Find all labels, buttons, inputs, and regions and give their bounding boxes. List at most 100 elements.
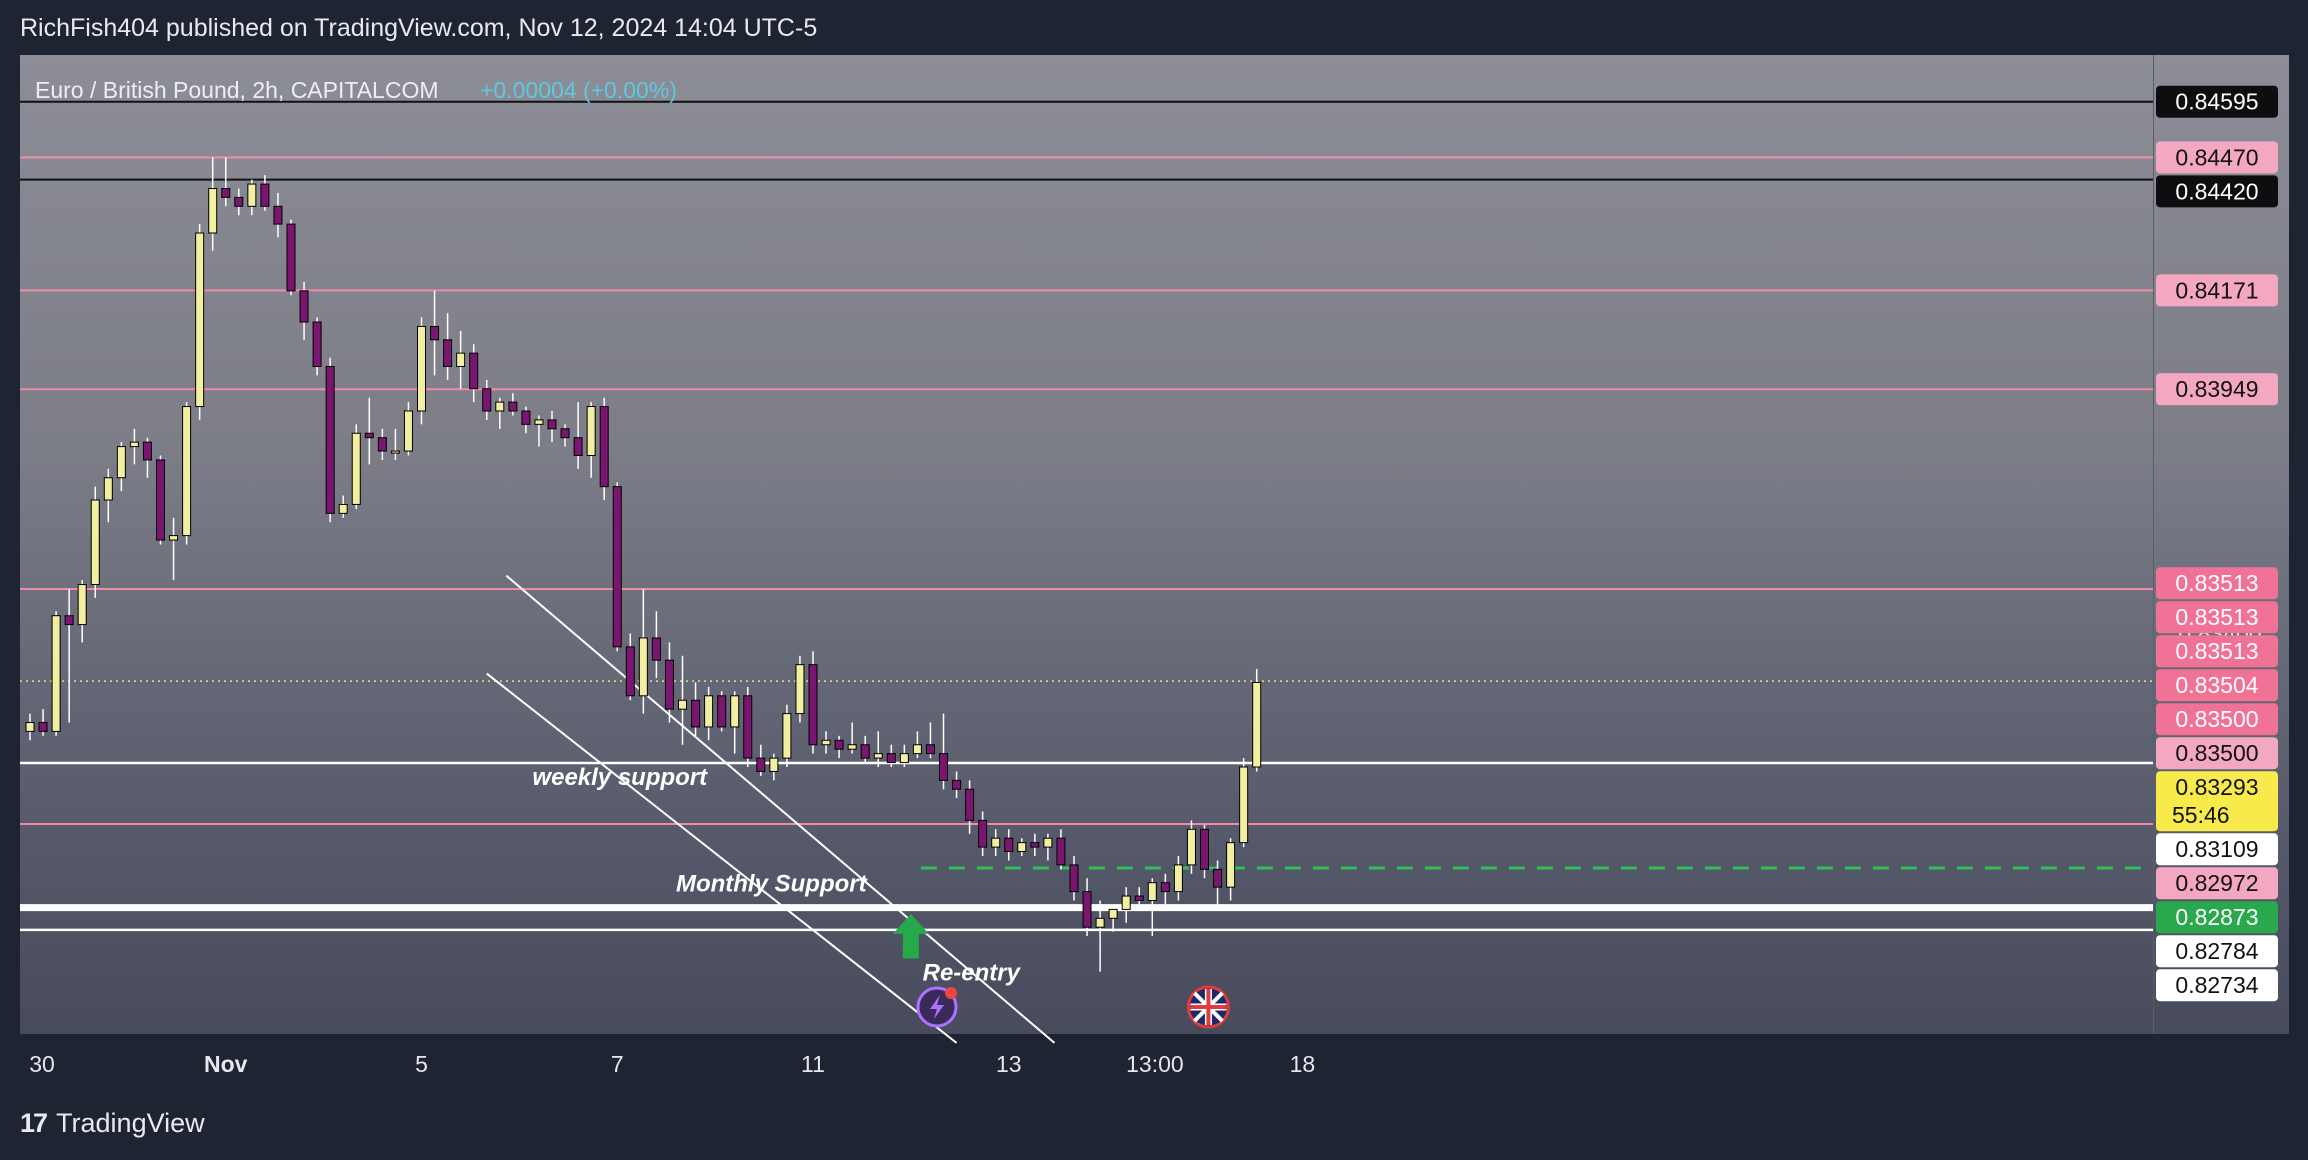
annotation-label-0: weekly support [532, 764, 708, 791]
time-tick-label: 13 [996, 1051, 1022, 1077]
candle [64, 589, 74, 723]
time-tick-label: 30 [29, 1051, 55, 1077]
candle [664, 642, 674, 723]
candle [560, 424, 570, 447]
candle [899, 744, 909, 767]
candle [77, 580, 87, 643]
candle [1147, 878, 1157, 937]
candle [991, 829, 1001, 856]
candle [469, 344, 479, 403]
channel-upper-line [505, 574, 1056, 1044]
candle [978, 811, 988, 856]
candle [860, 735, 870, 763]
candle [182, 402, 192, 545]
candle [51, 611, 61, 736]
svg-text:0.84595: 0.84595 [2175, 89, 2258, 115]
candle [756, 744, 766, 776]
descending-channel [486, 574, 1056, 1044]
footer-brand-name: TradingView [56, 1108, 205, 1138]
candle [1017, 838, 1027, 856]
candle [743, 686, 753, 767]
time-axis[interactable] [20, 1034, 2288, 1090]
candle [1173, 856, 1183, 901]
candle [443, 313, 453, 380]
tradingview-logo-icon: 17 [20, 1108, 48, 1138]
candle [886, 744, 896, 767]
channel-lower-line [486, 672, 958, 1044]
candle [208, 157, 218, 251]
time-tick-label: 5 [415, 1051, 428, 1077]
price-tag-0: 0.84595 [2156, 85, 2278, 118]
candle [821, 731, 831, 754]
candle [364, 397, 374, 465]
svg-text:0.83504: 0.83504 [2175, 672, 2258, 698]
candles [25, 157, 1262, 972]
candle [195, 224, 205, 420]
price-tag-7: 0.83513 [2156, 635, 2278, 668]
candle [299, 281, 309, 340]
time-tick-label: 11 [801, 1051, 825, 1077]
candle [704, 686, 714, 741]
candle [273, 192, 283, 238]
chart-plot-area[interactable] [20, 55, 2153, 1034]
time-tick-label: 13:00 [1126, 1051, 1184, 1077]
publish-header: RichFish404 published on TradingView.com… [20, 14, 818, 42]
candle [873, 731, 883, 767]
lightning-icon[interactable] [916, 986, 958, 1028]
svg-text:0.82734: 0.82734 [2175, 972, 2258, 998]
price-tag-2: 0.84420 [2156, 175, 2278, 208]
candle [338, 495, 348, 518]
time-tick-label: Nov [204, 1051, 248, 1077]
price-tag-1: 0.84470 [2156, 141, 2278, 174]
svg-text:0.84470: 0.84470 [2175, 144, 2258, 170]
price-tag-12: 0.83109 [2156, 833, 2278, 866]
candle [625, 633, 635, 701]
candle [403, 402, 413, 456]
price-tag-5: 0.83513 [2156, 567, 2278, 600]
candle [638, 589, 648, 714]
candle [939, 713, 948, 790]
candle [456, 330, 466, 389]
price-tag-6: 0.83513 [2156, 601, 2278, 634]
candle [260, 175, 270, 211]
time-axis-labels: 30 Nov 5 7 11 13 13:00 18 [29, 1051, 1315, 1077]
uk-flag-icon[interactable] [1186, 985, 1230, 1029]
svg-text:0.83513: 0.83513 [2175, 638, 2258, 664]
candle [169, 517, 179, 581]
candle [1200, 824, 1209, 879]
candle [247, 179, 257, 216]
candle [1069, 856, 1079, 901]
price-tag-8: 0.83504 [2156, 669, 2278, 702]
candle [965, 780, 975, 834]
svg-text:0.84171: 0.84171 [2175, 277, 2258, 303]
reentry-arrow-icon [892, 913, 929, 959]
candle [651, 611, 661, 678]
price-axis-labels: 0.834000.826000.845950.844700.844200.841… [2156, 85, 2278, 1003]
candle [25, 713, 35, 741]
candle [1056, 829, 1066, 870]
candle [769, 753, 779, 781]
candle [1043, 833, 1053, 861]
candle [1213, 860, 1223, 905]
candle [925, 722, 935, 759]
candle [1252, 669, 1262, 772]
candle [351, 424, 361, 509]
svg-text:0.82784: 0.82784 [2175, 938, 2258, 964]
annotation-label-2: Re-entry [923, 960, 1022, 987]
price-tag-4: 0.83949 [2156, 373, 2278, 406]
candle [573, 402, 583, 469]
svg-text:0.84420: 0.84420 [2175, 178, 2258, 204]
footer-brand[interactable]: 17 TradingView [20, 1108, 205, 1139]
candle [221, 157, 231, 207]
candle [952, 771, 962, 799]
svg-text:0.82873: 0.82873 [2175, 904, 2258, 930]
svg-text:0.83500: 0.83500 [2175, 740, 2258, 766]
candle [678, 655, 687, 745]
svg-text:0.83500: 0.83500 [2175, 706, 2258, 732]
price-tag-9: 0.83500 [2156, 703, 2278, 736]
annotations: weekly support Monthly Support Re-entry [532, 764, 1230, 1029]
candle [312, 317, 322, 376]
svg-text:55:46: 55:46 [2172, 802, 2230, 828]
